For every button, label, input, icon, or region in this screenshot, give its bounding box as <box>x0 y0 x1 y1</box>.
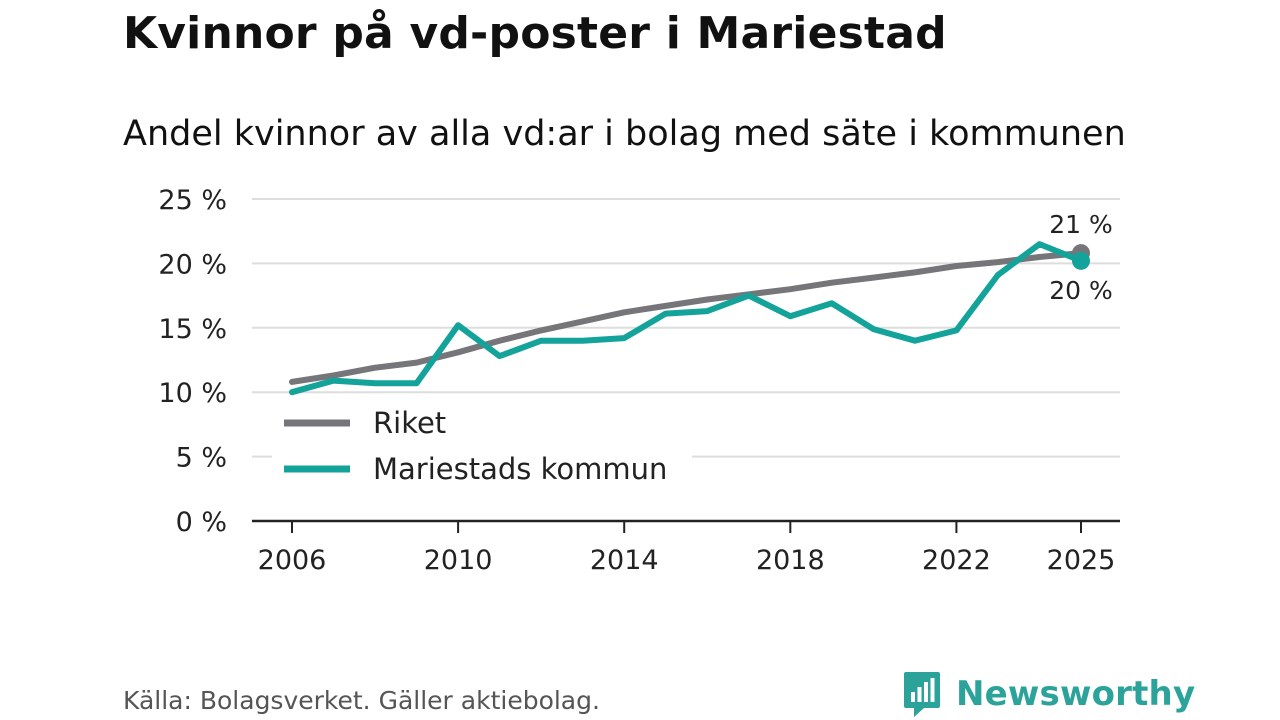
legend: Riket Mariestads kommun <box>272 400 692 500</box>
x-tick-label: 2014 <box>590 545 659 576</box>
chart-title: Kvinnor på vd-poster i Mariestad <box>123 8 947 59</box>
end-value-label: 21 % <box>1049 210 1113 239</box>
brand-name: Newsworthy <box>956 674 1196 714</box>
series-line-kommun <box>289 241 1084 396</box>
y-tick-label: 10 % <box>158 378 227 409</box>
y-axis-ticks: 0 % 5 % 10 % 15 % 20 % 25 % <box>158 185 227 538</box>
x-tick-label: 2010 <box>424 545 493 576</box>
end-point-kommun <box>1072 251 1090 270</box>
end-value-label: 20 % <box>1049 276 1113 305</box>
x-tick-label: 2006 <box>258 545 327 576</box>
x-axis: 2006 2010 2014 2018 2022 2025 <box>252 519 1120 576</box>
end-labels: 21 % 20 % <box>1049 210 1113 305</box>
line-chart: 0 %5 %10 %15 %20 %25 % 2006 2010 2014 2018 2… <box>158 185 1120 576</box>
series-line-riket <box>289 250 1084 385</box>
series-lines <box>289 241 1090 396</box>
x-tick-label: 2018 <box>756 545 825 576</box>
x-tick-label: 2025 <box>1047 545 1116 576</box>
y-tick-label: 5 % <box>176 443 227 474</box>
legend-label: Mariestads kommun <box>373 452 667 486</box>
legend-background <box>272 400 692 500</box>
y-tick-label: 25 % <box>158 185 227 216</box>
y-tick-label: 20 % <box>158 249 227 280</box>
y-tick-label: 0 % <box>176 507 227 538</box>
chart-subtitle: Andel kvinnor av alla vd:ar i bolag med … <box>123 114 1126 154</box>
x-tick-label: 2022 <box>922 545 991 576</box>
y-tick-label: 15 % <box>158 314 227 345</box>
brand-logo: Newsworthy <box>902 670 1195 718</box>
legend-label: Riket <box>373 406 446 440</box>
newsworthy-logo-icon <box>904 672 940 717</box>
source-note: Källa: Bolagsverket. Gäller aktiebolag. <box>123 686 600 715</box>
